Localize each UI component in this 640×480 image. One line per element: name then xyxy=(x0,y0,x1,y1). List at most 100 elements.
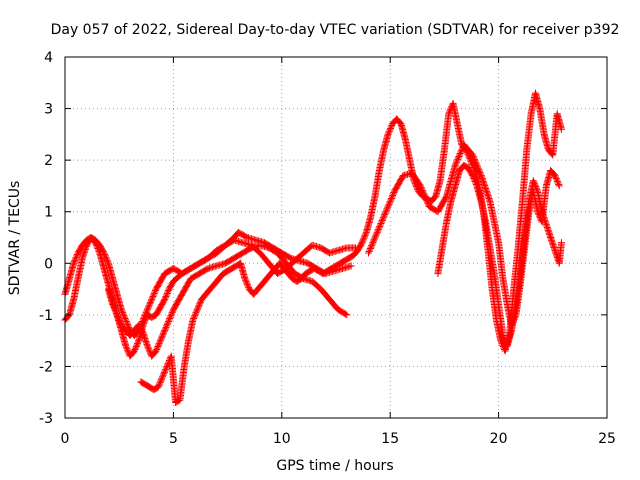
data-point xyxy=(372,231,380,239)
data-point xyxy=(119,310,127,318)
data-point xyxy=(470,176,478,184)
data-point xyxy=(474,164,482,172)
data-point xyxy=(93,243,101,251)
x-tick-label: 25 xyxy=(598,431,616,447)
data-point xyxy=(420,191,428,199)
data-point xyxy=(157,376,165,384)
data-point xyxy=(162,365,170,373)
data-point xyxy=(120,312,128,320)
data-point xyxy=(149,292,157,300)
data-point xyxy=(368,240,376,248)
data-point xyxy=(161,367,169,375)
data-point xyxy=(456,150,464,158)
data-point xyxy=(124,322,132,330)
data-point xyxy=(193,306,201,314)
plot-frame xyxy=(64,56,608,419)
data-point xyxy=(456,151,464,159)
data-point xyxy=(470,154,478,162)
data-point xyxy=(164,288,172,296)
data-point xyxy=(422,195,430,203)
data-point xyxy=(552,173,560,181)
data-point xyxy=(168,309,176,317)
series-track-3 xyxy=(104,241,351,360)
data-point xyxy=(384,202,392,210)
data-point xyxy=(159,331,167,339)
data-point xyxy=(532,184,540,192)
data-point xyxy=(389,192,397,200)
data-point xyxy=(145,346,153,354)
data-point xyxy=(475,166,483,174)
data-point xyxy=(124,320,132,328)
data-point xyxy=(163,289,171,297)
data-point xyxy=(243,279,251,287)
data-point xyxy=(133,341,141,349)
data-point xyxy=(72,253,80,261)
data-point xyxy=(157,377,165,385)
data-point xyxy=(424,200,432,208)
data-point xyxy=(152,347,160,355)
data-point xyxy=(381,211,389,219)
data-point xyxy=(387,196,395,204)
data-point xyxy=(159,373,167,381)
data-point xyxy=(159,329,167,337)
data-point xyxy=(474,163,482,171)
x-tick-label: 5 xyxy=(169,431,178,447)
data-point xyxy=(130,347,138,355)
y-tick-label: 3 xyxy=(44,102,53,118)
data-point xyxy=(379,215,387,223)
data-point xyxy=(421,192,429,200)
data-point xyxy=(369,237,377,245)
data-point xyxy=(359,237,367,245)
data-point xyxy=(469,172,477,180)
data-point xyxy=(153,345,161,353)
data-point xyxy=(156,337,164,345)
data-point xyxy=(109,301,117,309)
data-point xyxy=(158,332,166,340)
data-point xyxy=(144,343,152,351)
data-point xyxy=(134,338,142,346)
data-point xyxy=(419,188,427,196)
data-point xyxy=(470,155,478,163)
data-point xyxy=(472,158,480,166)
data-point xyxy=(70,258,78,266)
data-point xyxy=(417,182,425,190)
chart-title: Day 057 of 2022, Sidereal Day-to-day VTE… xyxy=(51,22,620,38)
data-point xyxy=(531,181,539,189)
data-point xyxy=(155,380,163,388)
y-tick-label: 4 xyxy=(44,50,53,66)
data-point xyxy=(194,304,202,312)
data-point xyxy=(384,203,392,211)
data-point xyxy=(114,312,122,320)
data-point xyxy=(342,310,350,318)
data-point xyxy=(131,345,139,353)
data-point xyxy=(191,310,199,318)
data-point xyxy=(388,193,396,201)
data-point xyxy=(386,199,394,207)
data-point xyxy=(167,312,175,320)
x-tick-label: 10 xyxy=(273,431,291,447)
data-marks xyxy=(61,89,565,407)
data-point xyxy=(452,158,460,166)
data-point xyxy=(147,297,155,305)
y-tick-label: -1 xyxy=(39,308,53,324)
data-point xyxy=(145,345,153,353)
data-point xyxy=(553,176,561,184)
y-tick-label: -3 xyxy=(39,411,53,427)
data-point xyxy=(386,197,394,205)
data-point xyxy=(163,322,171,330)
data-point xyxy=(116,317,124,325)
data-point xyxy=(360,233,368,241)
data-point xyxy=(140,320,148,328)
data-point xyxy=(133,340,141,348)
data-point xyxy=(471,178,479,186)
data-point xyxy=(370,236,378,244)
data-point xyxy=(140,318,148,326)
data-point xyxy=(123,345,131,353)
data-point xyxy=(155,340,163,348)
data-point xyxy=(382,208,390,216)
data-point xyxy=(162,364,170,372)
x-tick-label: 0 xyxy=(61,431,70,447)
data-point xyxy=(144,304,152,312)
data-point xyxy=(376,221,384,229)
